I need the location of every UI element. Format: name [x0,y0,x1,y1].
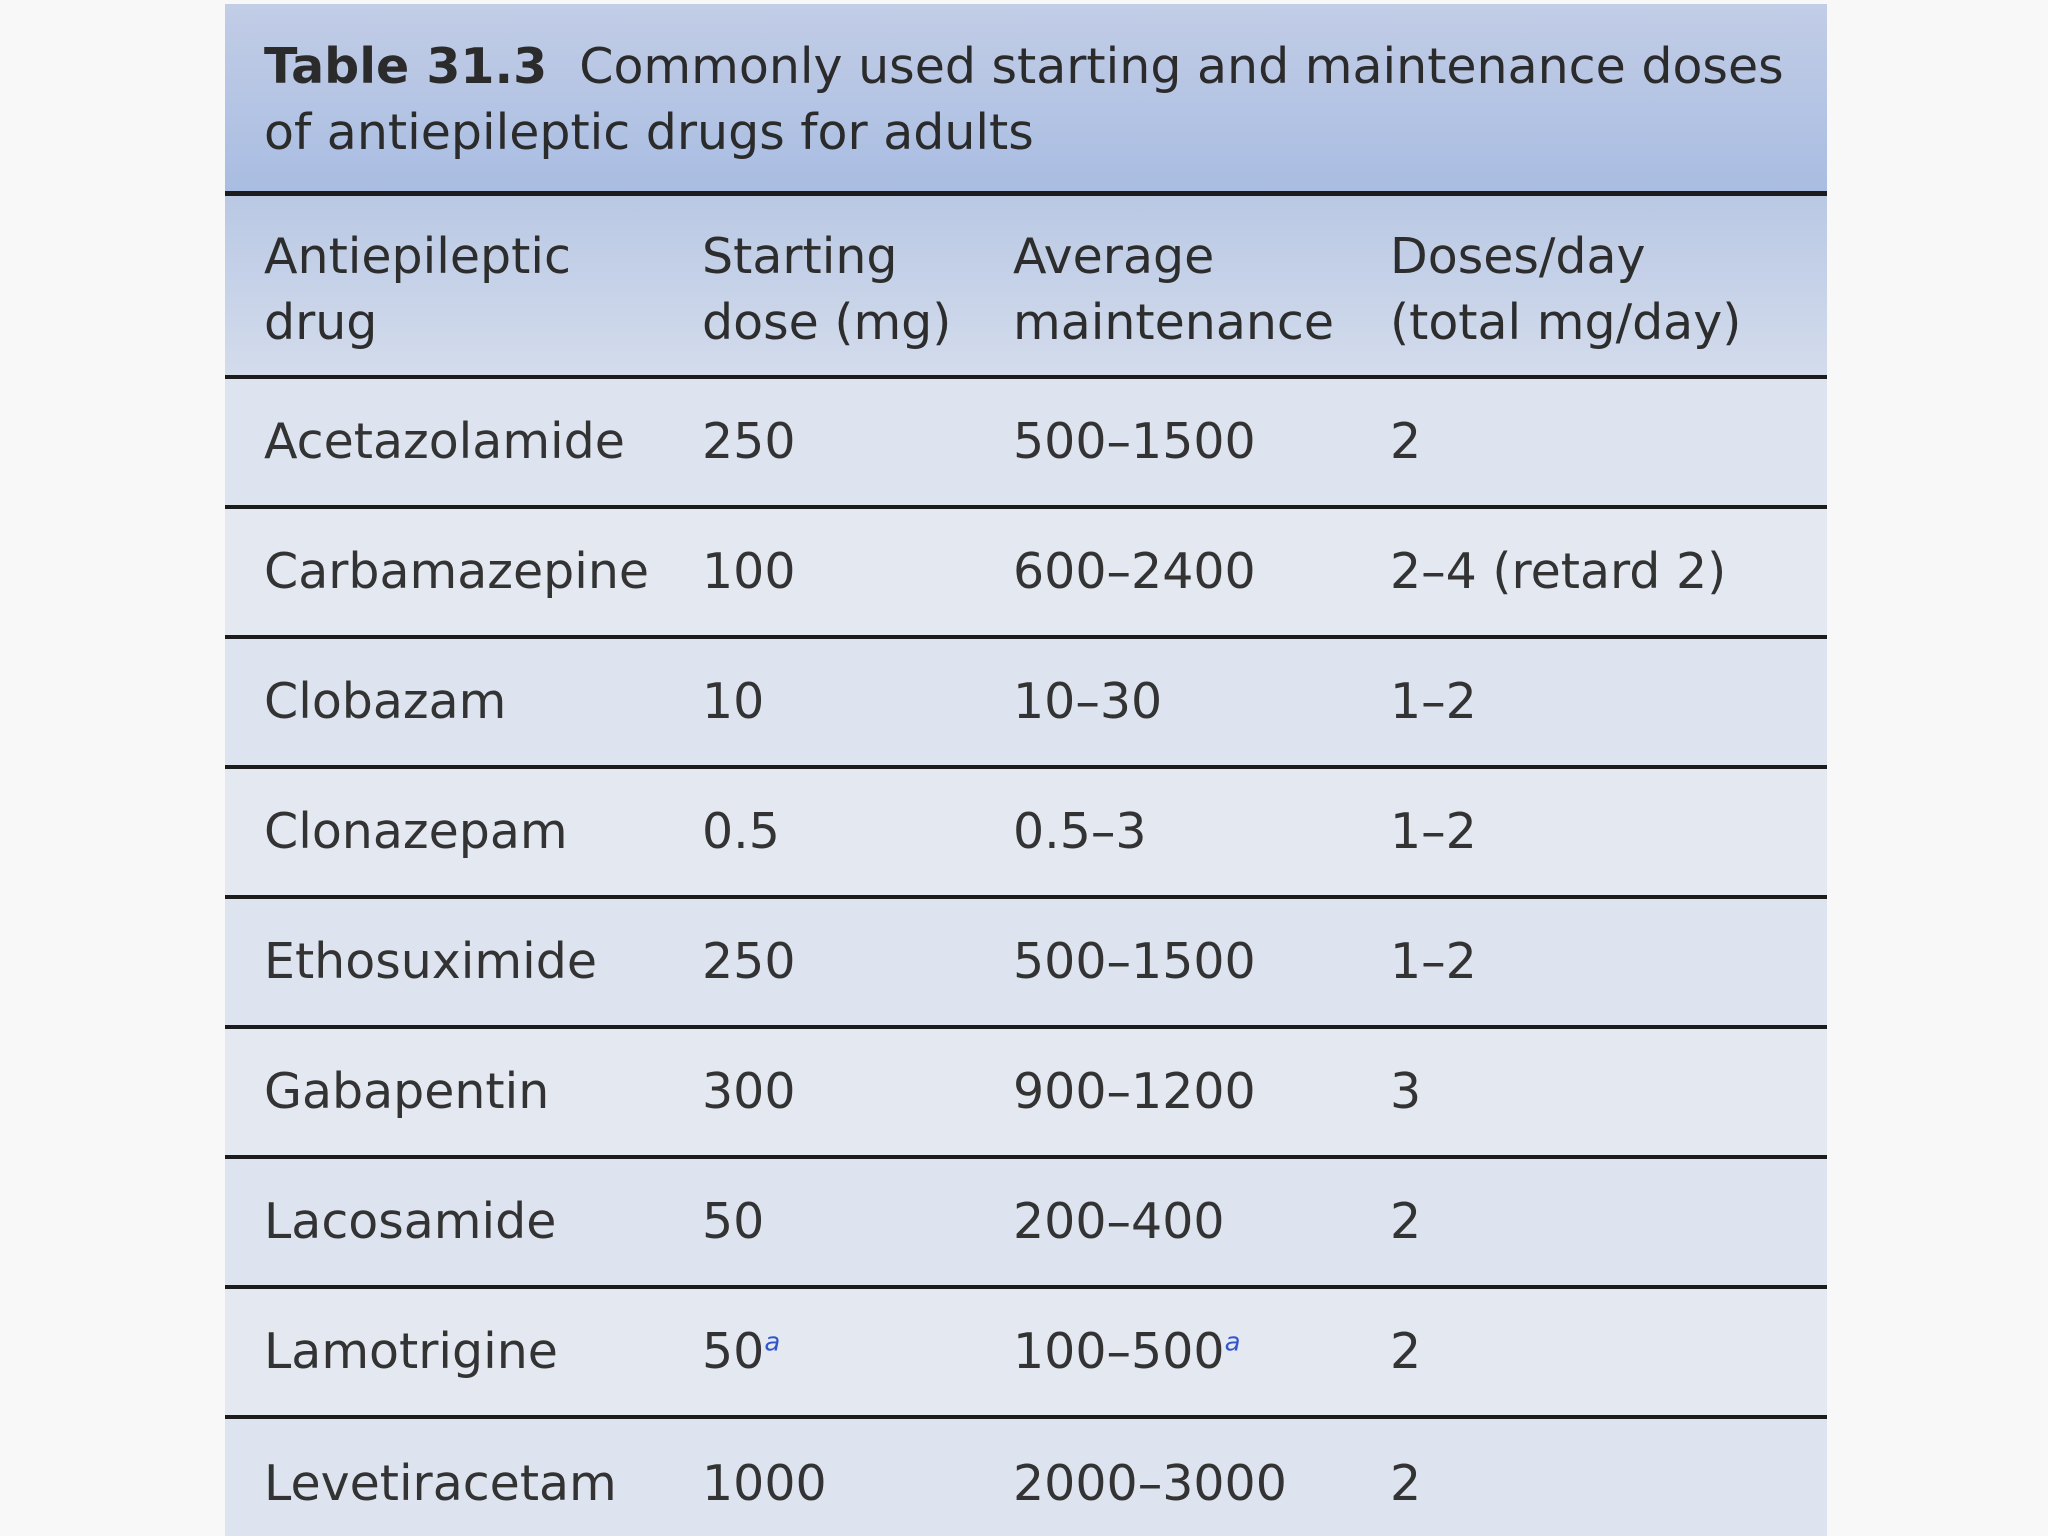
starting-dose: 300 [702,1063,796,1120]
starting-dose: 250 [702,413,796,470]
starting-dose: 50 [702,1193,765,1250]
average-maintenance: 10–30 [1013,673,1163,730]
average-maintenance: 0.5–3 [1013,803,1147,860]
table-row: Levetiracetam 1000 2000–3000 2 [225,1419,1827,1536]
drug-name: Carbamazepine [264,543,650,600]
table-row: Clonazepam 0.5 0.5–3 1–2 [225,769,1827,899]
starting-dose: 100 [702,543,796,600]
average-maintenance: 900–1200 [1013,1063,1256,1120]
average-maintenance: 2000–3000 [1013,1455,1287,1512]
doses-per-day: 1–2 [1390,933,1477,990]
average-maintenance: 100–500a [1013,1323,1241,1380]
doses-per-day: 2 [1390,1323,1422,1380]
table-row: Ethosuximide 250 500–1500 1–2 [225,899,1827,1029]
drug-name: Gabapentin [264,1063,550,1120]
starting-dose: 250 [702,933,796,990]
drug-name: Levetiracetam [264,1455,617,1512]
doses-per-day: 2 [1390,1455,1422,1512]
footnote-marker: a [764,1327,781,1358]
average-maintenance: 500–1500 [1013,933,1256,990]
table-row: Acetazolamide 250 500–1500 2 [225,379,1827,509]
starting-dose: 1000 [702,1455,827,1512]
drug-name: Lacosamide [264,1193,557,1250]
doses-per-day: 2 [1390,413,1422,470]
drug-name: Ethosuximide [264,933,597,990]
header-doses-per-day: Doses/day (total mg/day) [1390,228,1742,351]
starting-dose: 0.5 [702,803,780,860]
drug-name: Clonazepam [264,803,568,860]
table-title: Commonly used starting and maintenance d… [264,38,1784,161]
drug-name: Lamotrigine [264,1323,558,1380]
drug-name: Clobazam [264,673,507,730]
header-starting-dose: Starting dose (mg) [702,228,952,351]
doses-per-day: 3 [1390,1063,1422,1120]
doses-per-day: 1–2 [1390,803,1477,860]
drug-name: Acetazolamide [264,413,625,470]
average-maintenance: 500–1500 [1013,413,1256,470]
starting-dose: 10 [702,673,765,730]
table-body: Acetazolamide 250 500–1500 2 Carbamazepi… [225,379,1827,1536]
dose-table: Table 31.3 Commonly used starting and mai… [225,4,1827,1536]
table-row: Clobazam 10 10–30 1–2 [225,639,1827,769]
table-row: Carbamazepine 100 600–2400 2–4 (retard 2… [225,509,1827,639]
header-drug: Antiepileptic drug [264,228,571,351]
header-average-maintenance: Average maintenance [1013,228,1335,351]
table-caption: Table 31.3 Commonly used starting and mai… [225,4,1827,196]
starting-dose: 50a [702,1323,781,1380]
average-maintenance: 600–2400 [1013,543,1256,600]
doses-per-day: 1–2 [1390,673,1477,730]
table-header-row: Antiepileptic drug Starting dose (mg) Av… [225,196,1827,379]
table-row: Lacosamide 50 200–400 2 [225,1159,1827,1289]
doses-per-day: 2 [1390,1193,1422,1250]
table-number: Table 31.3 [264,38,548,95]
footnote-marker: a [1224,1327,1241,1358]
table-row: Gabapentin 300 900–1200 3 [225,1029,1827,1159]
average-maintenance: 200–400 [1013,1193,1225,1250]
doses-per-day: 2–4 (retard 2) [1390,543,1727,600]
table-row: Lamotrigine 50a 100–500a 2 [225,1289,1827,1419]
